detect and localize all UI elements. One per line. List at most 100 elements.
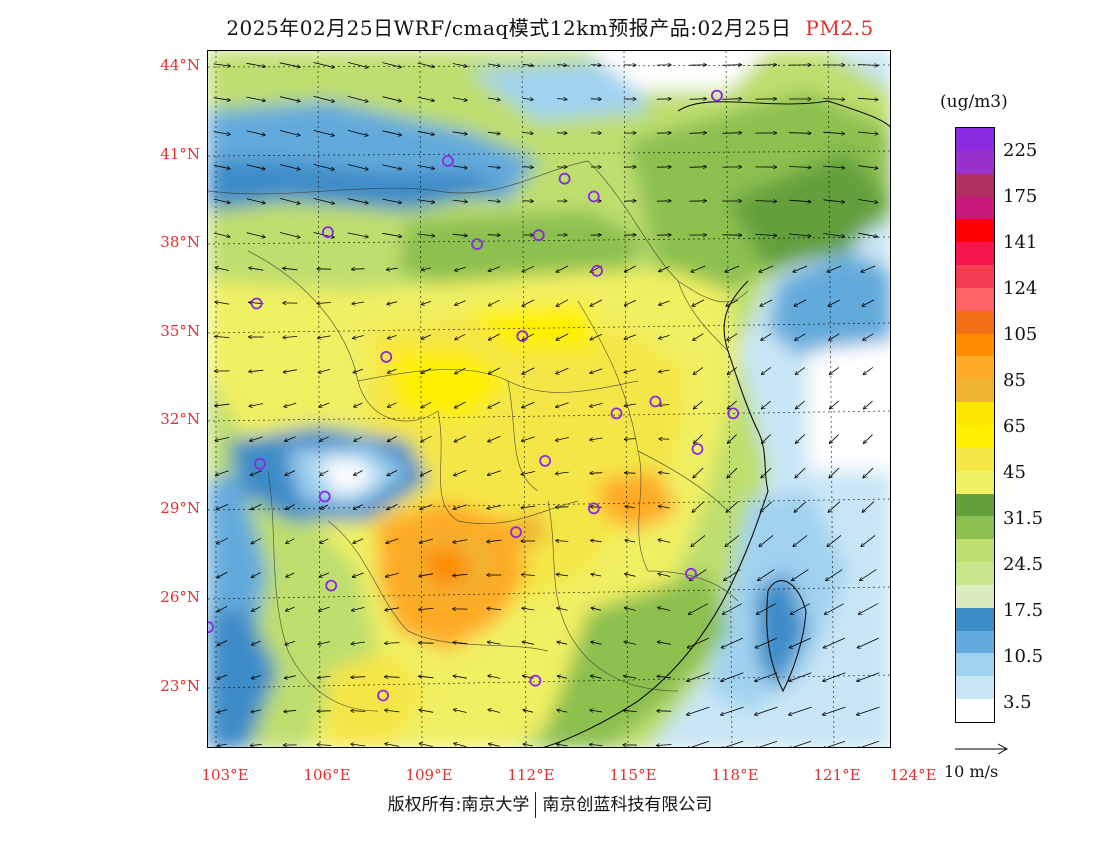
wind-arrow <box>354 402 363 407</box>
wind-arrow <box>421 401 432 408</box>
wind-arrow <box>386 538 399 544</box>
wind-arrow <box>382 62 402 68</box>
wind-arrow <box>556 265 569 272</box>
wind-arrow <box>285 504 295 510</box>
wind-arrow <box>215 268 229 271</box>
wind-arrow <box>693 434 703 444</box>
wind-arrow <box>246 130 266 135</box>
wind-arrow <box>347 232 369 237</box>
legend-swatch <box>956 470 994 495</box>
wind-arrow <box>590 438 603 440</box>
wind-arrow <box>725 265 740 272</box>
wind-arrow <box>317 303 331 304</box>
city-marker <box>441 155 454 167</box>
pollutant-label: PM2.5 <box>805 16 874 40</box>
wind-arrow <box>213 232 230 237</box>
wind-arrow <box>279 96 300 102</box>
wind-arrow <box>860 569 877 580</box>
wind-arrow <box>217 605 228 611</box>
wind-arrow <box>795 367 806 374</box>
wind-arrow <box>417 199 434 203</box>
wind-arrow <box>419 538 433 543</box>
wind-arrow <box>354 470 363 476</box>
wind-arrow <box>657 642 671 645</box>
legend-swatch <box>956 630 994 654</box>
map-frame[interactable] <box>207 50 891 748</box>
wind-arrow <box>351 744 366 746</box>
city-marker <box>587 190 600 203</box>
wind-arrow <box>759 265 774 272</box>
wind-arrow <box>487 470 501 475</box>
wind-arrow <box>722 133 741 134</box>
wind-arrow <box>385 572 399 577</box>
wind-arrow <box>625 540 636 542</box>
wind-arrow <box>352 269 365 270</box>
wind-arrow <box>217 709 228 713</box>
wind-arrow <box>453 676 467 679</box>
wind-arrow <box>858 199 878 203</box>
wind-arrow <box>213 131 231 135</box>
legend-label: 17.5 <box>1003 600 1044 621</box>
wind-arrow <box>284 436 296 441</box>
wind-arrow <box>217 640 228 646</box>
wind-arrow <box>823 706 846 715</box>
wind-arrow <box>823 672 846 682</box>
lat-label-23: 23°N <box>160 677 200 695</box>
lat-label-26: 26°N <box>160 588 200 606</box>
legend-label: 31.5 <box>1003 508 1044 529</box>
city-marker <box>532 229 545 242</box>
lat-label-35: 35°N <box>160 322 200 340</box>
wind-arrow <box>522 367 535 374</box>
legend-swatch <box>956 402 994 426</box>
wind-arrow <box>318 641 331 645</box>
wind-arrow <box>727 400 737 409</box>
wind-arrow <box>758 569 775 580</box>
legend-label: 141 <box>1003 232 1038 253</box>
wind-arrow <box>419 743 433 747</box>
lon-label-112: 112°E <box>507 766 555 784</box>
wind-arrow <box>828 501 841 513</box>
city-marker <box>558 172 571 185</box>
wind-arrow <box>215 470 229 475</box>
wind-arrow <box>455 333 466 339</box>
wind-arrow <box>727 367 738 374</box>
wind-arrow <box>488 266 500 272</box>
province-boundaries <box>208 160 749 712</box>
wind-arrow <box>351 677 366 678</box>
city-marker <box>322 226 334 239</box>
wind-arrow <box>417 62 435 67</box>
wind-arrow <box>251 606 261 612</box>
wind-arrow <box>557 642 568 645</box>
wind-arrow <box>421 268 431 270</box>
wind-arrow <box>863 367 874 374</box>
wind-arrow <box>215 437 230 440</box>
wind-arrow <box>659 335 670 338</box>
wind-arrow <box>319 436 329 441</box>
wind-arrow <box>417 165 435 168</box>
wind-arrow <box>279 198 300 203</box>
wind-arrow <box>658 608 671 611</box>
wind-arrow <box>246 198 265 204</box>
wind-arrow <box>286 538 295 544</box>
wind-arrow <box>488 435 501 441</box>
wind-arrow <box>625 506 635 507</box>
wind-arrow <box>555 437 569 440</box>
wind-arrow <box>217 674 228 679</box>
legend-swatch <box>956 310 994 335</box>
wind-arrow <box>246 164 266 169</box>
wind-arrow <box>251 537 262 543</box>
wind-arrow <box>624 676 637 679</box>
wind-arrow <box>487 235 500 236</box>
wind-arrow <box>624 265 636 272</box>
title-text: 2025年02月25日WRF/cmaq模式12km预报产品:02月25日 <box>226 16 792 40</box>
wind-arrow <box>688 603 708 615</box>
wind-arrow <box>691 265 706 272</box>
city-marker <box>471 238 484 251</box>
wind-arrow <box>591 574 602 576</box>
wind-arrow <box>790 603 810 615</box>
wind-arrow <box>726 501 739 513</box>
wind-arrow <box>452 131 468 134</box>
legend-label: 105 <box>1003 324 1038 345</box>
wind-arrow <box>279 164 300 170</box>
wind-arrow <box>279 130 300 136</box>
